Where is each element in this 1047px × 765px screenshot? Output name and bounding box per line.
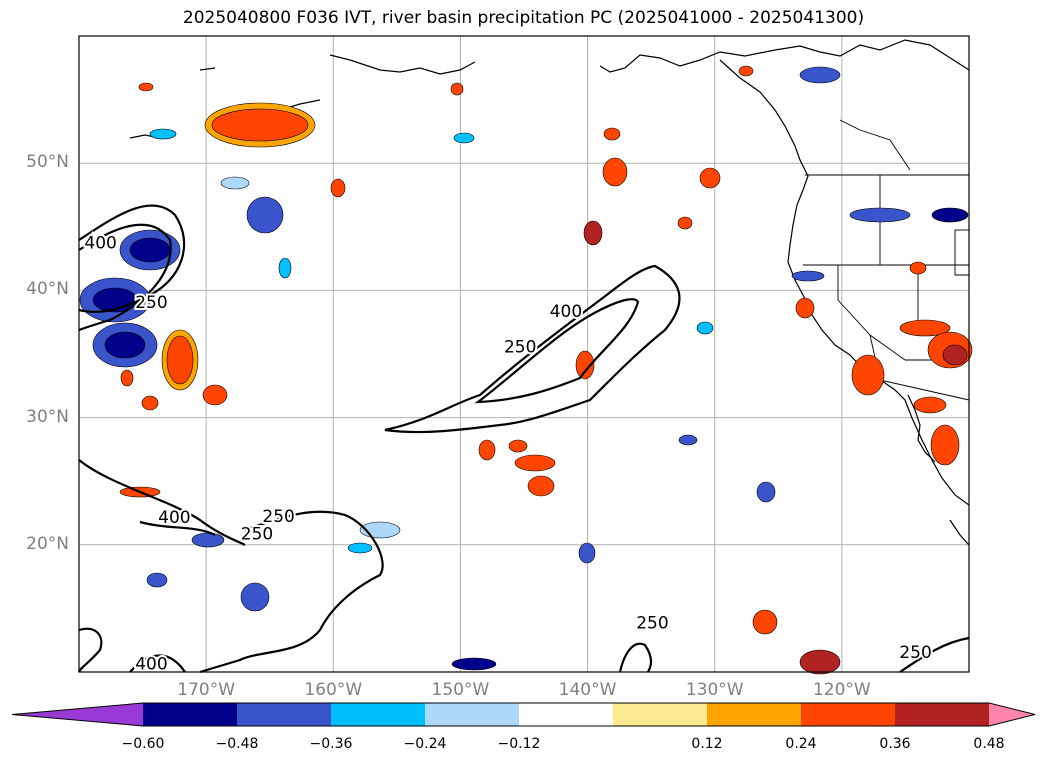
longitude-label: 130°W	[685, 680, 744, 700]
longitude-label: 140°W	[558, 680, 617, 700]
latitude-label: 40°N	[26, 279, 69, 300]
ivt-contours	[77, 204, 970, 674]
colorbar-tick-label: −0.24	[403, 736, 447, 752]
colorbar-segment	[425, 703, 520, 726]
colorbar-segment	[331, 703, 426, 726]
colorbar-tick-label: 0.36	[879, 736, 911, 752]
ivt-contour-label: 400	[550, 302, 582, 322]
colorbar-tick-label: −0.36	[309, 736, 353, 752]
ivt-contour-label: 250	[135, 293, 167, 313]
colorbar-tick-label: 0.48	[973, 736, 1005, 752]
colorbar-extend-low	[12, 703, 143, 726]
longitude-label: 120°W	[812, 680, 871, 700]
colorbar	[11, 702, 1036, 727]
colorbar-tick-label: −0.60	[121, 736, 165, 752]
colorbar-segment	[613, 703, 708, 726]
latitude-label: 20°N	[26, 533, 69, 554]
political-borders	[803, 119, 970, 401]
map-frame	[78, 35, 970, 673]
latitude-label: 30°N	[26, 406, 69, 427]
plot-title: 2025040800 F036 IVT, river basin precipi…	[182, 8, 865, 28]
colorbar-tick-label: 0.12	[691, 736, 723, 752]
ivt-contour-label: 400	[84, 233, 116, 253]
ivt-contour-label: 250	[636, 614, 668, 634]
precip-pc-shading	[79, 65, 973, 675]
colorbar-segment	[707, 703, 802, 726]
ivt-contour-label: 400	[158, 508, 190, 528]
ivt-contour-label: 250	[241, 525, 273, 545]
colorbar-segment	[237, 703, 332, 726]
colorbar-segment	[519, 703, 614, 726]
colorbar-tick-label: −0.48	[215, 736, 259, 752]
colorbar-segment	[895, 703, 990, 726]
ivt-contour-label: 250	[262, 507, 294, 527]
colorbar-segment	[143, 703, 238, 726]
longitude-label: 170°W	[177, 680, 236, 700]
ivt-contour-label: 250	[899, 643, 931, 663]
colorbar-outline	[11, 702, 1036, 727]
colorbar-tick-label: −0.12	[497, 736, 541, 752]
latitude-label: 50°N	[26, 152, 69, 173]
longitude-label: 150°W	[431, 680, 490, 700]
colorbar-segment	[801, 703, 896, 726]
longitude-label: 160°W	[304, 680, 363, 700]
ivt-contour-label: 250	[504, 338, 536, 358]
map-gridlines	[79, 36, 969, 672]
colorbar-extend-high	[989, 703, 1035, 726]
ivt-contour-label: 400	[135, 654, 167, 674]
colorbar-tick-label: 0.24	[785, 736, 817, 752]
